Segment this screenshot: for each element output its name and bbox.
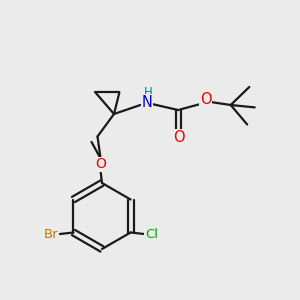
Text: N: N	[142, 95, 152, 110]
Text: Br: Br	[44, 227, 59, 241]
Text: O: O	[95, 158, 106, 171]
Text: Cl: Cl	[145, 227, 158, 241]
Text: O: O	[200, 92, 211, 107]
Text: O: O	[173, 130, 184, 145]
Text: H: H	[143, 86, 152, 100]
